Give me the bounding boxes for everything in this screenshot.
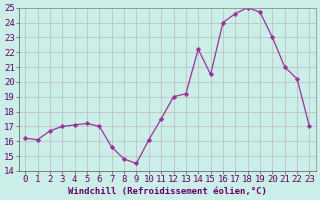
X-axis label: Windchill (Refroidissement éolien,°C): Windchill (Refroidissement éolien,°C) — [68, 187, 267, 196]
